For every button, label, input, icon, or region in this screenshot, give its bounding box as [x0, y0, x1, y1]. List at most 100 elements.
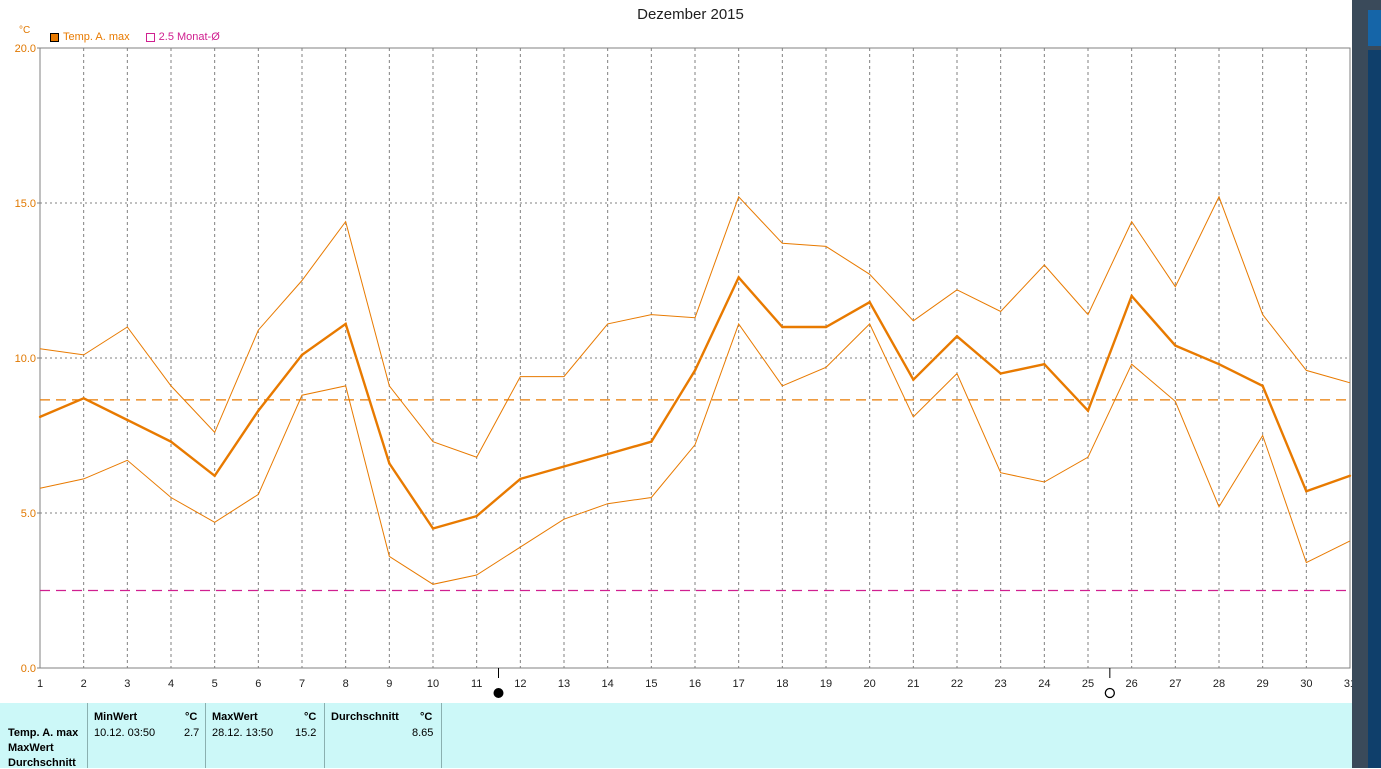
avg-header: Durchschnitt — [331, 711, 399, 723]
data-point — [912, 378, 915, 381]
column-divider — [441, 703, 442, 768]
max-datetime: 28.12. 13:50 — [212, 727, 274, 739]
data-point — [300, 353, 304, 357]
data-point — [1305, 490, 1308, 493]
x-tick-label: 27 — [1169, 678, 1181, 690]
data-point — [868, 301, 871, 304]
y-tick-label: 15.0 — [15, 198, 36, 210]
avg-unit: °C — [420, 711, 433, 723]
series-line-lower — [39, 322, 1351, 585]
chart-area: 0.05.010.015.020.01 2 3 4 5 6 7 8 9 10 11 12 13 14 15 1… — [15, 43, 1352, 699]
column-divider — [324, 703, 325, 768]
x-tick-label: 10 — [427, 678, 439, 690]
column-divider — [87, 703, 88, 768]
x-tick-label: 22 — [951, 678, 963, 690]
x-tick-label: 3 — [124, 678, 130, 690]
min-value: 2.7 — [184, 727, 200, 739]
data-point — [1217, 363, 1221, 366]
x-tick-label: 24 — [1038, 678, 1050, 690]
legend-swatch-icon — [50, 32, 59, 42]
y-tick-label: 10.0 — [15, 353, 36, 365]
x-tick-label: 25 — [1082, 678, 1094, 690]
x-tick-label: 7 — [299, 678, 305, 690]
new-moon-icon — [493, 688, 504, 698]
x-tick-label: 16 — [689, 678, 701, 690]
legend-label: Temp. A. max — [63, 31, 130, 43]
x-tick-label: 11 — [471, 678, 482, 690]
legend-item-monthly-average[interactable]: 2.5 Monat-Ø — [145, 31, 220, 43]
window-edge — [1352, 0, 1381, 768]
x-tick-label: 18 — [776, 678, 788, 690]
data-point — [955, 335, 959, 338]
x-tick-label: 31 — [1344, 678, 1352, 690]
data-point — [650, 440, 653, 443]
data-point — [824, 325, 828, 329]
max-value: 15.2 — [295, 727, 317, 739]
legend-item-temp-max[interactable]: Temp. A. max — [50, 31, 130, 43]
data-point — [1130, 294, 1133, 298]
data-point — [475, 514, 478, 518]
x-tick-label: 6 — [255, 678, 261, 690]
x-tick-label: 1 — [37, 678, 43, 690]
data-point — [82, 397, 85, 400]
data-point — [781, 325, 784, 329]
data-point — [388, 462, 391, 465]
y-tick-label: 5.0 — [21, 508, 36, 520]
data-point — [38, 415, 42, 419]
series-line-upper — [39, 195, 1351, 458]
legend-label: 2.5 Monat-Ø — [158, 31, 220, 43]
column-divider — [205, 703, 206, 768]
x-tick-label: 14 — [602, 678, 614, 690]
data-point — [1043, 363, 1046, 366]
data-point — [1261, 384, 1264, 388]
data-point — [999, 372, 1002, 375]
data-point — [1174, 344, 1177, 347]
data-point — [1086, 409, 1090, 412]
avg-value: 8.65 — [412, 727, 434, 739]
data-point — [344, 322, 347, 326]
x-tick-label: 4 — [168, 678, 174, 690]
data-point — [126, 418, 129, 422]
x-tick-label: 5 — [212, 678, 218, 690]
scrollbar-thumb[interactable] — [1368, 10, 1381, 46]
stats-row-label-max: MaxWert — [8, 742, 54, 754]
data-point — [562, 465, 566, 468]
full-moon-icon — [1104, 687, 1115, 699]
data-point — [213, 474, 216, 477]
data-point — [606, 452, 609, 456]
x-tick-label: 19 — [820, 678, 832, 690]
x-tick-label: 15 — [645, 678, 657, 690]
x-tick-label: 23 — [995, 678, 1007, 690]
x-tick-label: 21 — [907, 678, 919, 690]
data-point — [257, 409, 260, 412]
min-unit: °C — [185, 711, 198, 723]
stats-row-label-series: Temp. A. max — [8, 727, 79, 739]
max-unit: °C — [304, 711, 317, 723]
max-header: MaxWert — [212, 711, 258, 723]
legend-swatch-icon — [145, 32, 155, 42]
data-point — [169, 440, 173, 443]
x-tick-label: 29 — [1257, 678, 1269, 690]
legend: Temp. A. max 2.5 Monat-Ø — [50, 31, 220, 43]
chart-title: Dezember 2015 — [637, 6, 744, 23]
data-point — [737, 276, 740, 279]
data-point — [693, 369, 697, 372]
scrollbar-track[interactable] — [1368, 50, 1381, 768]
x-tick-label: 12 — [514, 678, 526, 690]
data-point — [519, 477, 522, 481]
x-tick-label: 13 — [558, 678, 570, 690]
x-tick-label: 30 — [1300, 678, 1312, 690]
x-tick-label: 2 — [81, 678, 87, 690]
x-tick-label: 17 — [733, 678, 745, 690]
y-tick-label: 20.0 — [15, 43, 36, 55]
min-header: MinWert — [94, 711, 138, 723]
y-tick-label: 0.0 — [21, 663, 36, 675]
x-tick-label: 20 — [864, 678, 876, 690]
stats-row-label-avg: Durchschnitt — [8, 757, 76, 769]
statistics-panel: Temp. A. max MaxWert Durchschnitt MinWer… — [0, 703, 1352, 769]
data-point — [431, 527, 435, 530]
x-tick-label: 28 — [1213, 678, 1225, 690]
x-tick-label: 9 — [386, 678, 392, 690]
y-axis-unit: °C — [19, 25, 31, 36]
x-tick-label: 8 — [343, 678, 349, 690]
